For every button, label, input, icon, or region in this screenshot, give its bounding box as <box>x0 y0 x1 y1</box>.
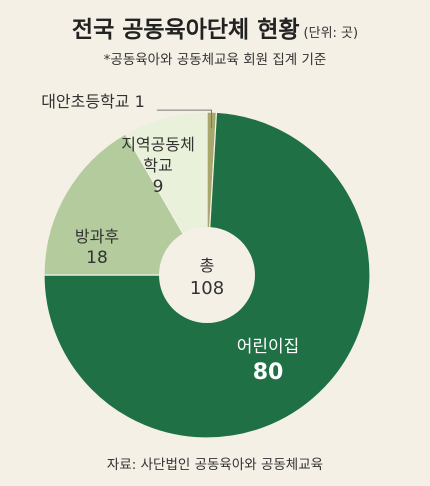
slice-label-지역공동체학교-2: 9 <box>153 177 164 197</box>
slice-label-방과후-1: 18 <box>86 248 108 268</box>
center-total-label: 총 <box>200 256 215 275</box>
slice-label-지역공동체학교-0: 지역공동체 <box>121 135 195 154</box>
slice-label-대안초등학교-0: 대안초등학교 1 <box>41 92 145 111</box>
slice-label-방과후-0: 방과후 <box>75 227 119 246</box>
chart-subtitle: *공동육아와 공동체교육 회원 집계 기준 <box>103 52 327 68</box>
unit-label: (단위: 곳) <box>303 26 359 41</box>
source-note: 자료: 사단법인 공동육아와 공동체교육 <box>106 457 324 473</box>
slice-label-지역공동체학교-1: 학교 <box>143 156 172 175</box>
pie-slice-방과후 <box>43 133 209 276</box>
slice-label-어린이집-1: 80 <box>253 360 284 385</box>
center-total-value: 108 <box>190 278 224 299</box>
slice-label-어린이집-0: 어린이집 <box>237 337 300 357</box>
leader-line <box>157 109 212 129</box>
donut-hole <box>159 227 255 323</box>
title-text: 전국 공동육아단체 현황 <box>71 17 300 43</box>
chart-title: 전국 공동육아단체 현황 (단위: 곳) <box>0 10 430 44</box>
